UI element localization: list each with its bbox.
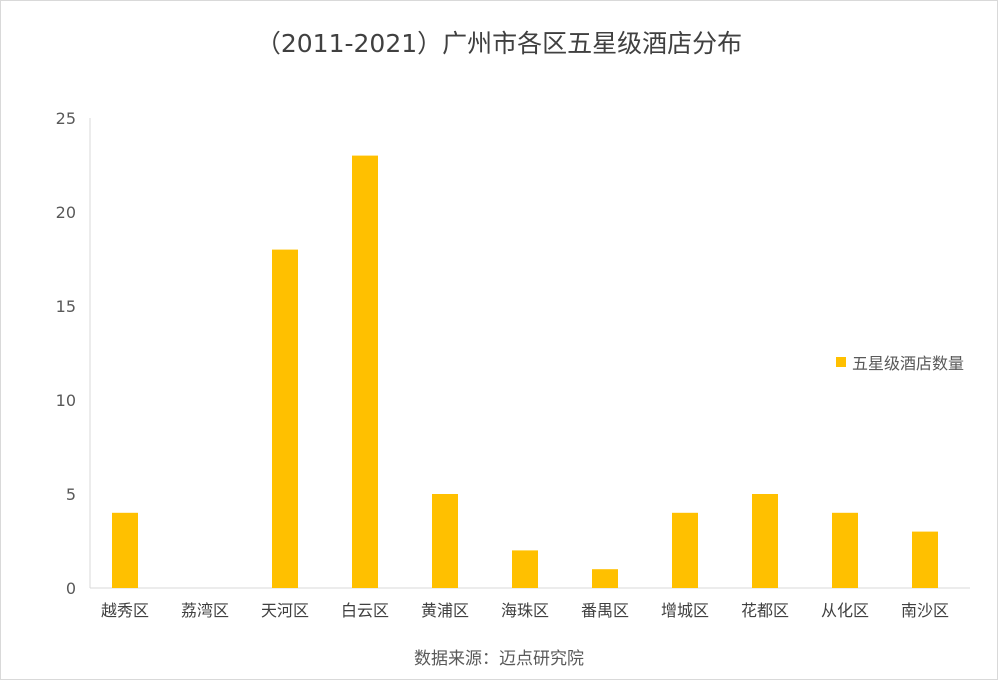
bar bbox=[272, 249, 298, 588]
x-tick-label: 黄浦区 bbox=[421, 601, 469, 620]
legend-swatch bbox=[836, 357, 846, 367]
bar bbox=[112, 512, 138, 588]
bar bbox=[672, 512, 698, 588]
x-tick-label: 番禺区 bbox=[581, 601, 629, 620]
y-tick-label: 10 bbox=[56, 391, 76, 410]
y-tick-label: 25 bbox=[56, 109, 76, 128]
legend-label: 五星级酒店数量 bbox=[852, 354, 965, 373]
bar bbox=[592, 569, 618, 588]
x-tick-label: 越秀区 bbox=[101, 601, 149, 620]
x-tick-label: 南沙区 bbox=[901, 601, 949, 620]
x-tick-label: 白云区 bbox=[341, 601, 389, 620]
bar bbox=[912, 531, 938, 588]
y-tick-label: 20 bbox=[56, 203, 76, 222]
x-tick-label: 从化区 bbox=[821, 601, 869, 620]
bar bbox=[352, 155, 378, 588]
y-tick-label: 15 bbox=[56, 297, 76, 316]
y-tick-label: 0 bbox=[66, 579, 76, 598]
x-tick-label: 花都区 bbox=[741, 601, 789, 620]
y-tick-label: 5 bbox=[66, 485, 76, 504]
bar bbox=[752, 494, 778, 588]
x-tick-label: 增城区 bbox=[661, 601, 709, 620]
x-tick-label: 天河区 bbox=[261, 601, 309, 620]
x-tick-label: 荔湾区 bbox=[181, 601, 229, 620]
source-note: 数据来源：迈点研究院 bbox=[414, 649, 584, 669]
chart-title: （2011-2021）广州市各区五星级酒店分布 bbox=[255, 29, 743, 58]
x-tick-label: 海珠区 bbox=[501, 601, 549, 620]
bar bbox=[432, 494, 458, 588]
bar bbox=[512, 550, 538, 588]
legend: 五星级酒店数量 bbox=[836, 350, 964, 374]
bar bbox=[832, 512, 858, 588]
